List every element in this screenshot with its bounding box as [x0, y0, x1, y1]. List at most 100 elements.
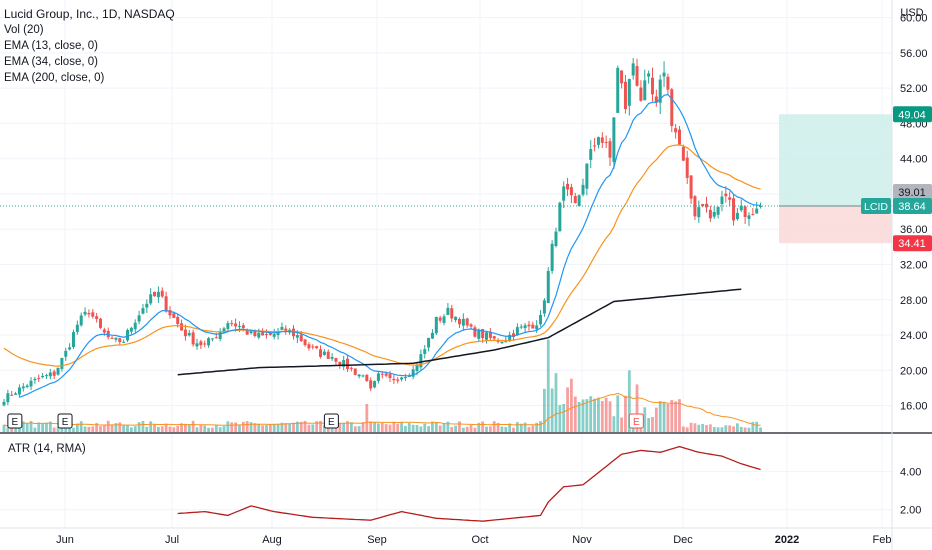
- target-price-label: 49.04: [898, 109, 926, 121]
- volume-bar: [284, 423, 288, 432]
- candle-body: [361, 375, 365, 377]
- candle-body: [515, 327, 519, 336]
- atr-line: [177, 445, 761, 522]
- volume-bar: [241, 421, 245, 432]
- volume-bar: [716, 427, 720, 432]
- volume-bar: [392, 421, 396, 432]
- volume-bar: [238, 424, 241, 432]
- candle-body: [739, 205, 743, 211]
- volume-bar: [589, 396, 593, 432]
- candle-body: [126, 330, 130, 341]
- candle-body: [670, 89, 674, 127]
- earnings-marker: [57, 413, 73, 429]
- volume-bar: [295, 421, 299, 432]
- time-tick-label: Feb: [873, 534, 892, 546]
- candle-body: [708, 209, 712, 219]
- candle-body: [303, 339, 307, 346]
- candle-body: [573, 196, 577, 204]
- volume-bar: [543, 388, 546, 432]
- candle-body: [678, 129, 681, 145]
- legend-ema-13[interactable]: EMA (13, close, 0): [4, 40, 98, 52]
- volume-bar: [620, 417, 623, 432]
- volume-bar: [585, 399, 589, 432]
- volume-bar: [658, 401, 662, 432]
- volume-bar: [377, 423, 380, 432]
- volume-bar: [732, 426, 735, 432]
- stop-price-label-bg: [893, 235, 932, 252]
- candle-body: [118, 338, 122, 343]
- volume-bar: [380, 422, 384, 432]
- candle-body: [168, 310, 172, 316]
- atr-pane: [177, 445, 761, 522]
- legend-ema-200[interactable]: EMA (200, close, 0): [4, 72, 105, 84]
- candle-body: [241, 325, 245, 329]
- candle-body: [68, 347, 72, 350]
- volume-bar: [604, 397, 608, 432]
- candle-body: [701, 204, 705, 207]
- candle-body: [623, 81, 627, 110]
- time-axis[interactable]: Jun Jul Aug Sep Oct Nov Dec 2022 Feb: [56, 534, 891, 546]
- volume-bar: [288, 423, 292, 432]
- legend-ema-34[interactable]: EMA (34, close, 0): [4, 56, 98, 68]
- candle-body: [183, 329, 187, 337]
- volume-bar: [2, 424, 6, 432]
- volume-bar: [635, 384, 639, 432]
- grid-lines: [0, 0, 892, 528]
- volume-bar: [133, 426, 137, 432]
- volume-bar: [187, 424, 191, 432]
- candle-body: [457, 318, 461, 325]
- candle-body: [643, 80, 647, 101]
- volume-bar: [118, 422, 122, 432]
- volume-bar: [654, 407, 658, 432]
- volume-bar: [728, 425, 732, 432]
- candle-body: [346, 358, 350, 370]
- candle-body: [434, 317, 438, 334]
- volume-bar: [473, 427, 477, 432]
- candle-body: [751, 214, 755, 216]
- candle-body: [728, 197, 732, 200]
- candle-body: [419, 354, 423, 368]
- volume-bar: [736, 423, 739, 432]
- candle-body: [500, 341, 504, 344]
- volume-bar: [226, 421, 230, 432]
- candle-body: [527, 324, 531, 327]
- candle-body: [735, 212, 739, 220]
- target-price-label-bg: [893, 106, 932, 123]
- candle-body: [712, 211, 716, 217]
- atr-tick-label: 2.00: [900, 505, 921, 517]
- volume-bar: [102, 424, 106, 432]
- volume-bar: [550, 388, 554, 432]
- volume-bar: [488, 426, 492, 432]
- time-tick-label: Jul: [165, 534, 179, 546]
- volume-bar: [515, 422, 519, 432]
- price-axis[interactable]: USD16.0020.0024.0028.0032.0036.0040.0044…: [900, 7, 928, 517]
- candle-body: [164, 296, 168, 312]
- volume-bar: [68, 427, 72, 432]
- candle-body: [195, 343, 199, 347]
- candle-body: [299, 334, 303, 342]
- legend-volume[interactable]: Vol (20): [4, 24, 44, 36]
- candle-body: [264, 334, 268, 336]
- price-tick-label: 32.00: [900, 259, 928, 271]
- volume-bar: [211, 427, 214, 432]
- atr-legend[interactable]: ATR (14, RMA): [8, 443, 86, 455]
- candle-body: [295, 335, 299, 338]
- candle-body: [542, 300, 546, 314]
- candle-body: [91, 312, 95, 317]
- candle-body: [531, 324, 535, 329]
- volume-bar: [689, 422, 693, 432]
- volume-bar: [357, 426, 361, 432]
- ema-13-line: [19, 93, 761, 398]
- candle-body: [334, 358, 338, 362]
- volume-bar: [149, 421, 153, 432]
- candlesticks: [2, 58, 763, 407]
- candle-body: [245, 329, 249, 335]
- candle-body: [566, 183, 570, 190]
- risk-reward-zones[interactable]: [779, 114, 892, 244]
- volume-bar: [670, 399, 674, 432]
- candle-body: [330, 356, 334, 359]
- volume-bar: [48, 421, 52, 432]
- candle-body: [75, 324, 79, 332]
- price-tick-label: 52.00: [900, 83, 928, 95]
